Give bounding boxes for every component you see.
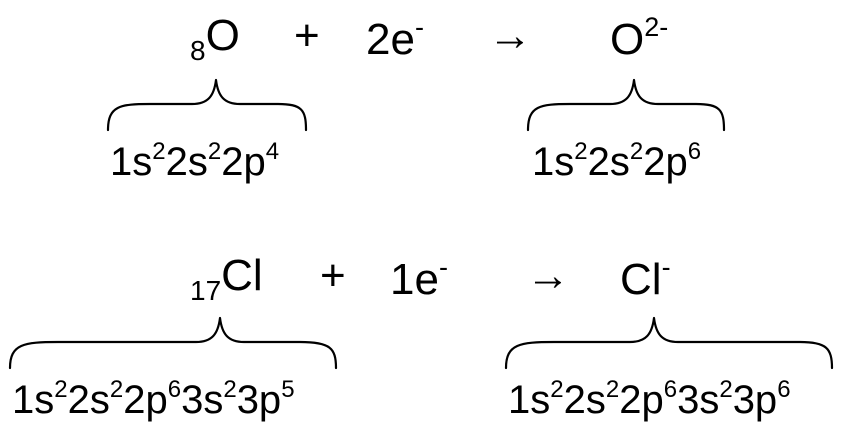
orbital-term: 2p6: [643, 138, 702, 184]
electron-sign-2: -: [438, 252, 448, 282]
orbital-term: 1s2: [508, 376, 564, 422]
ion-charge-oxide: 2-: [644, 12, 669, 42]
atomic-number-chlorine: 17: [190, 275, 222, 306]
brace-oxygen-reactant: [106, 78, 308, 132]
element-symbol-oxygen: O: [205, 11, 240, 60]
orbital-term: 1s2: [12, 376, 68, 422]
orbital-term: 1s2: [532, 138, 588, 184]
plus-sign-2: +: [320, 251, 346, 300]
reaction-arrow-1: →: [488, 11, 532, 60]
orbital-term: 1s2: [110, 138, 166, 184]
chloride-ion: Cl-: [620, 254, 671, 302]
element-symbol-chloride: Cl: [620, 255, 662, 304]
brace-chlorine-product: [504, 316, 834, 370]
brace-oxygen-product: [526, 78, 726, 132]
electron-count-1: 2e: [366, 15, 415, 64]
orbital-term: 3s2: [677, 376, 733, 422]
orbital-term: 2p6: [123, 376, 182, 422]
orbital-term: 2s2: [165, 138, 222, 184]
electrons-gained-2: 1e-: [390, 254, 448, 302]
orbital-term: 3s2: [181, 376, 237, 422]
orbital-term: 2p6: [619, 376, 678, 422]
electrons-gained-1: 2e-: [366, 14, 424, 62]
electron-sign-1: -: [414, 12, 424, 42]
orbital-term: 2p4: [221, 138, 280, 184]
reaction-arrow-2: →: [526, 251, 570, 300]
orbital-term: 2s2: [67, 376, 124, 422]
oxide-ion: O2-: [610, 14, 668, 62]
atomic-number-oxygen: 8: [190, 35, 206, 66]
electron-config-chlorine: 1s22s22p63s23p5: [12, 376, 295, 422]
plus-sign-1: +: [294, 11, 320, 60]
electron-config-oxide: 1s22s22p6: [532, 138, 702, 184]
chlorine-reactant: 17Cl: [190, 254, 263, 305]
electron-config-chloride: 1s22s22p63s23p6: [508, 376, 791, 422]
orbital-term: 3p6: [732, 376, 791, 422]
brace-chlorine-reactant: [8, 316, 338, 370]
element-symbol-oxide: O: [610, 15, 645, 64]
oxygen-reactant: 8O: [190, 14, 240, 65]
electron-count-2: 1e: [390, 255, 439, 304]
electron-config-oxygen: 1s22s22p4: [110, 138, 280, 184]
orbital-term: 2s2: [563, 376, 620, 422]
ion-charge-chloride: -: [661, 252, 671, 282]
orbital-term: 3p5: [236, 376, 295, 422]
element-symbol-chlorine: Cl: [221, 251, 263, 300]
orbital-term: 2s2: [587, 138, 644, 184]
